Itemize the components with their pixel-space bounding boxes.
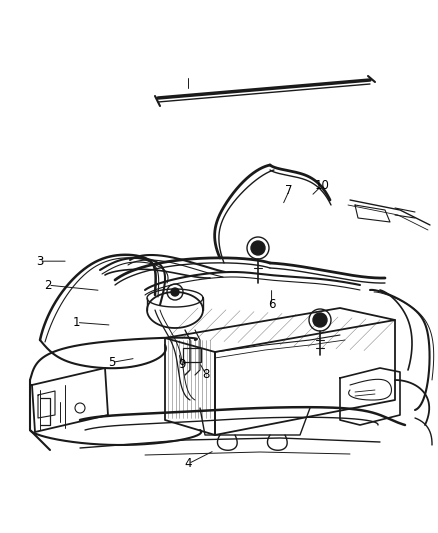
Circle shape: [247, 237, 269, 259]
Circle shape: [251, 241, 265, 255]
Circle shape: [313, 313, 327, 327]
Circle shape: [171, 288, 179, 296]
Circle shape: [309, 309, 331, 331]
Text: 5: 5: [108, 356, 115, 369]
Text: 8: 8: [202, 368, 209, 381]
Text: 2: 2: [44, 279, 52, 292]
Text: 10: 10: [314, 179, 329, 192]
Text: 6: 6: [268, 298, 276, 311]
Circle shape: [251, 241, 265, 255]
Text: 1: 1: [73, 316, 81, 329]
Text: 4: 4: [184, 457, 192, 470]
Circle shape: [313, 313, 327, 327]
Text: 7: 7: [285, 184, 293, 197]
Text: 9: 9: [178, 358, 186, 370]
FancyBboxPatch shape: [183, 348, 201, 362]
Text: 3: 3: [36, 255, 43, 268]
